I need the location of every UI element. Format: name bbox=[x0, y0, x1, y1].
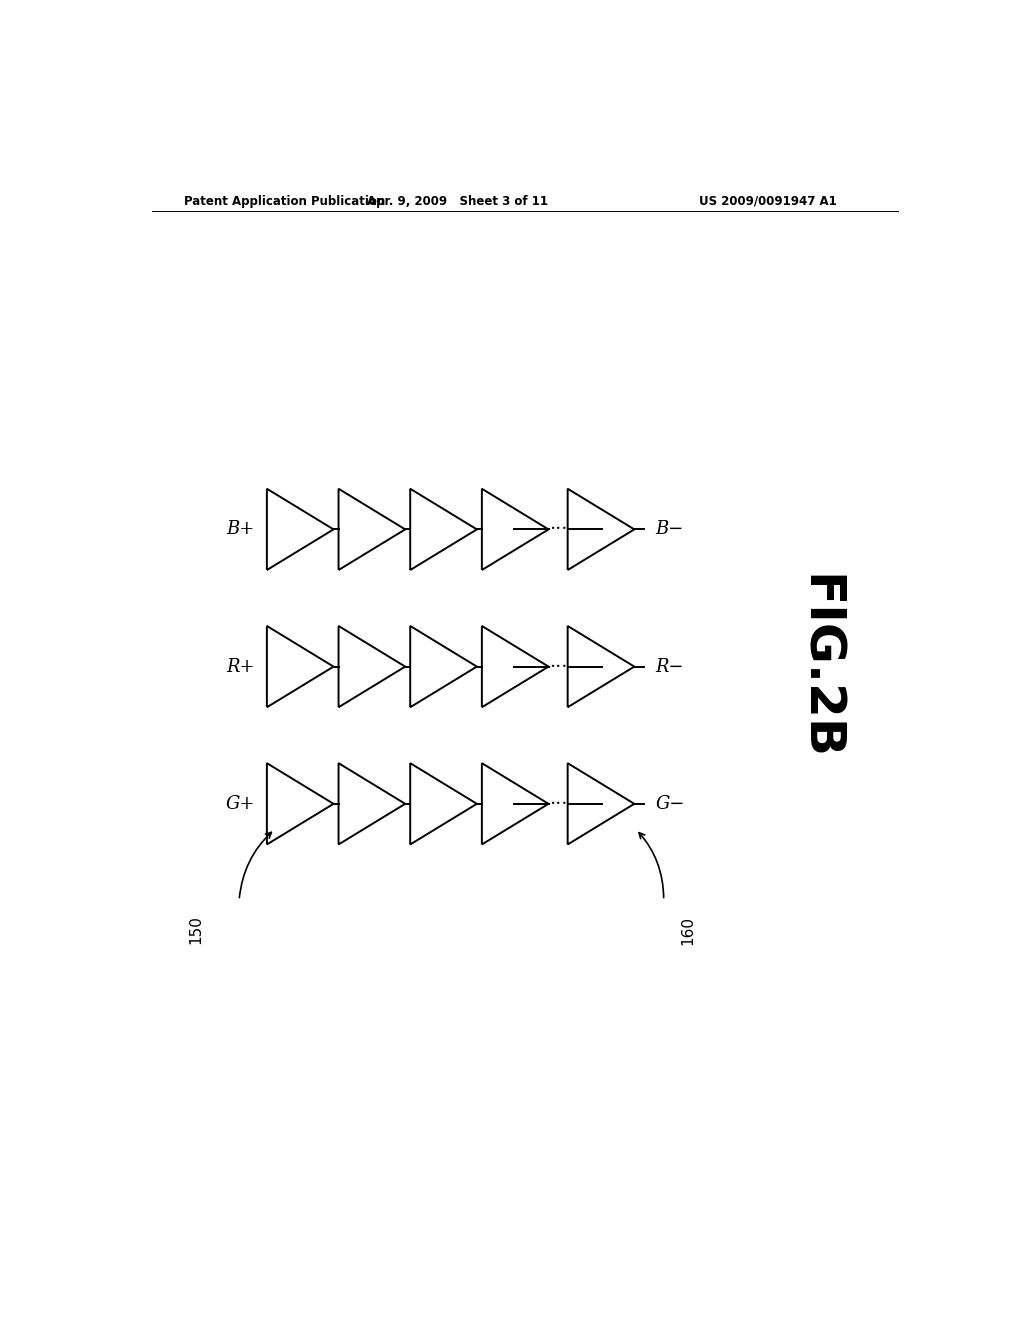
Text: ⋅⋅⋅: ⋅⋅⋅ bbox=[549, 795, 567, 813]
Text: 160: 160 bbox=[680, 916, 695, 945]
Text: G+: G+ bbox=[225, 795, 255, 813]
Text: B+: B+ bbox=[226, 520, 255, 539]
Text: ⋅⋅⋅: ⋅⋅⋅ bbox=[549, 657, 567, 676]
Text: Apr. 9, 2009   Sheet 3 of 11: Apr. 9, 2009 Sheet 3 of 11 bbox=[367, 194, 548, 207]
Text: R+: R+ bbox=[226, 657, 255, 676]
Text: Patent Application Publication: Patent Application Publication bbox=[183, 194, 385, 207]
Text: ⋅⋅⋅: ⋅⋅⋅ bbox=[549, 520, 567, 539]
Text: 150: 150 bbox=[188, 916, 203, 945]
Text: US 2009/0091947 A1: US 2009/0091947 A1 bbox=[699, 194, 838, 207]
Text: G−: G− bbox=[655, 795, 685, 813]
Text: B−: B− bbox=[655, 520, 684, 539]
Text: R−: R− bbox=[655, 657, 684, 676]
Text: FIG.2B: FIG.2B bbox=[795, 574, 843, 759]
